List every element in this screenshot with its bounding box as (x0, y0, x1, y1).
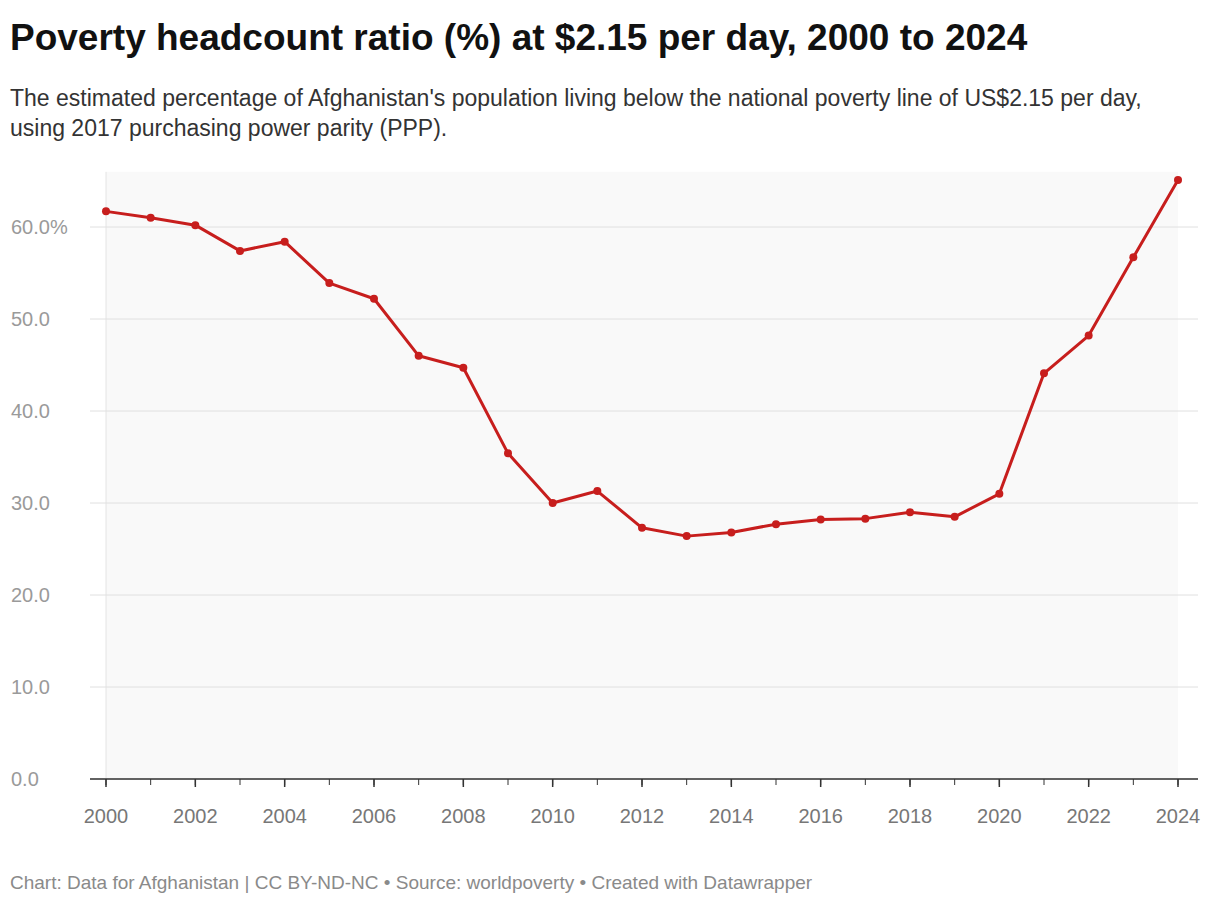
point (1129, 253, 1137, 261)
point (370, 295, 378, 303)
x-minor-tick (508, 779, 509, 785)
point (504, 449, 512, 457)
series-line (106, 180, 1178, 536)
grid-line (90, 319, 1198, 320)
point (459, 364, 467, 372)
x-tick-label: 2020 (977, 805, 1022, 827)
x-tick-label: 2006 (352, 805, 397, 827)
x-tick (999, 779, 1001, 787)
point (772, 520, 780, 528)
x-tick (820, 779, 822, 787)
x-tick (731, 779, 733, 787)
point (325, 279, 333, 287)
x-tick (463, 779, 465, 787)
x-minor-tick (1044, 779, 1045, 785)
x-tick-label: 2024 (1156, 805, 1201, 827)
point (593, 487, 601, 495)
x-minor-tick (686, 779, 687, 785)
x-minor-tick (240, 779, 241, 785)
grid-line (90, 595, 1198, 596)
point (995, 490, 1003, 498)
y-tick-label: 50.0 (11, 308, 50, 330)
chart: Poverty headcount ratio (%) at $2.15 per… (0, 0, 1220, 906)
x-axis-line (90, 778, 1198, 780)
y-tick-label: 0.0 (11, 768, 39, 790)
source: Chart: Data for Afghanistan | CC BY-ND-N… (10, 872, 813, 893)
x-tick-label: 2002 (173, 805, 218, 827)
plot-background (106, 172, 1178, 779)
point (683, 532, 691, 540)
x-tick-label: 2014 (709, 805, 754, 827)
point (147, 214, 155, 222)
point (281, 238, 289, 246)
x-tick-label: 2000 (84, 805, 129, 827)
plot-marks (102, 176, 1182, 540)
subtitle: The estimated percentage of Afghanistan'… (10, 85, 1142, 141)
subtitle-line: using 2017 purchasing power parity (PPP)… (10, 115, 447, 141)
y-tick-label: 20.0 (11, 584, 50, 606)
x-minor-tick (150, 779, 151, 785)
point (415, 352, 423, 360)
x-tick (195, 779, 197, 787)
x-minor-tick (776, 779, 777, 785)
x-minor-tick (329, 779, 330, 785)
grid-line (90, 779, 1198, 780)
x-minor-tick (418, 779, 419, 785)
x-tick-label: 2008 (441, 805, 486, 827)
x-tick-label: 2010 (530, 805, 575, 827)
x-tick-label: 2022 (1066, 805, 1111, 827)
y-tick-label: 60.0% (11, 216, 68, 238)
point (102, 207, 110, 215)
x-minor-tick (1133, 779, 1134, 785)
grid-line (90, 227, 1198, 228)
x-tick (641, 779, 643, 787)
x-tick-label: 2004 (262, 805, 307, 827)
point (549, 499, 557, 507)
grid-line (90, 411, 1198, 412)
x-tick (909, 779, 911, 787)
point (638, 524, 646, 532)
y-tick-label: 40.0 (11, 400, 50, 422)
x-tick-label: 2012 (620, 805, 665, 827)
grid-line (90, 687, 1198, 688)
point (1085, 332, 1093, 340)
point (861, 515, 869, 523)
point (951, 513, 959, 521)
grid-line (90, 503, 1198, 504)
x-minor-tick (865, 779, 866, 785)
x-tick (105, 779, 107, 787)
point (817, 516, 825, 524)
subtitle-line: The estimated percentage of Afghanistan'… (10, 85, 1142, 111)
x-tick-label: 2016 (798, 805, 843, 827)
x-tick (284, 779, 286, 787)
point (1040, 369, 1048, 377)
y-axis-line (106, 172, 107, 779)
x-minor-tick (597, 779, 598, 785)
title: Poverty headcount ratio (%) at $2.15 per… (10, 17, 1028, 58)
x-tick-label: 2018 (888, 805, 933, 827)
point (906, 508, 914, 516)
y-tick-label: 30.0 (11, 492, 50, 514)
point (236, 247, 244, 255)
x-tick (373, 779, 375, 787)
x-tick (1177, 779, 1179, 787)
x-minor-tick (954, 779, 955, 785)
y-tick-label: 10.0 (11, 676, 50, 698)
point (727, 528, 735, 536)
point (191, 221, 199, 229)
x-tick (552, 779, 554, 787)
point (1174, 176, 1182, 184)
x-tick (1088, 779, 1090, 787)
